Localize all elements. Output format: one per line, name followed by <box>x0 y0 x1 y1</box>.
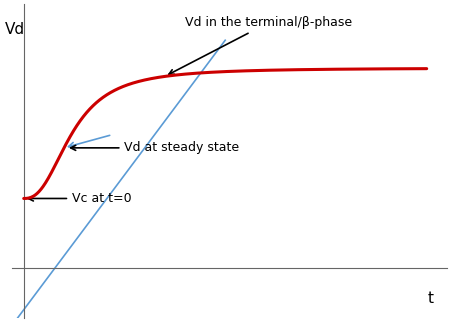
Text: t: t <box>428 291 434 306</box>
Text: Vc at t=0: Vc at t=0 <box>28 192 132 205</box>
Text: Vd in the terminal/β-phase: Vd in the terminal/β-phase <box>169 16 352 74</box>
Text: Vd: Vd <box>5 22 25 37</box>
Text: Vd at steady state: Vd at steady state <box>71 141 239 154</box>
